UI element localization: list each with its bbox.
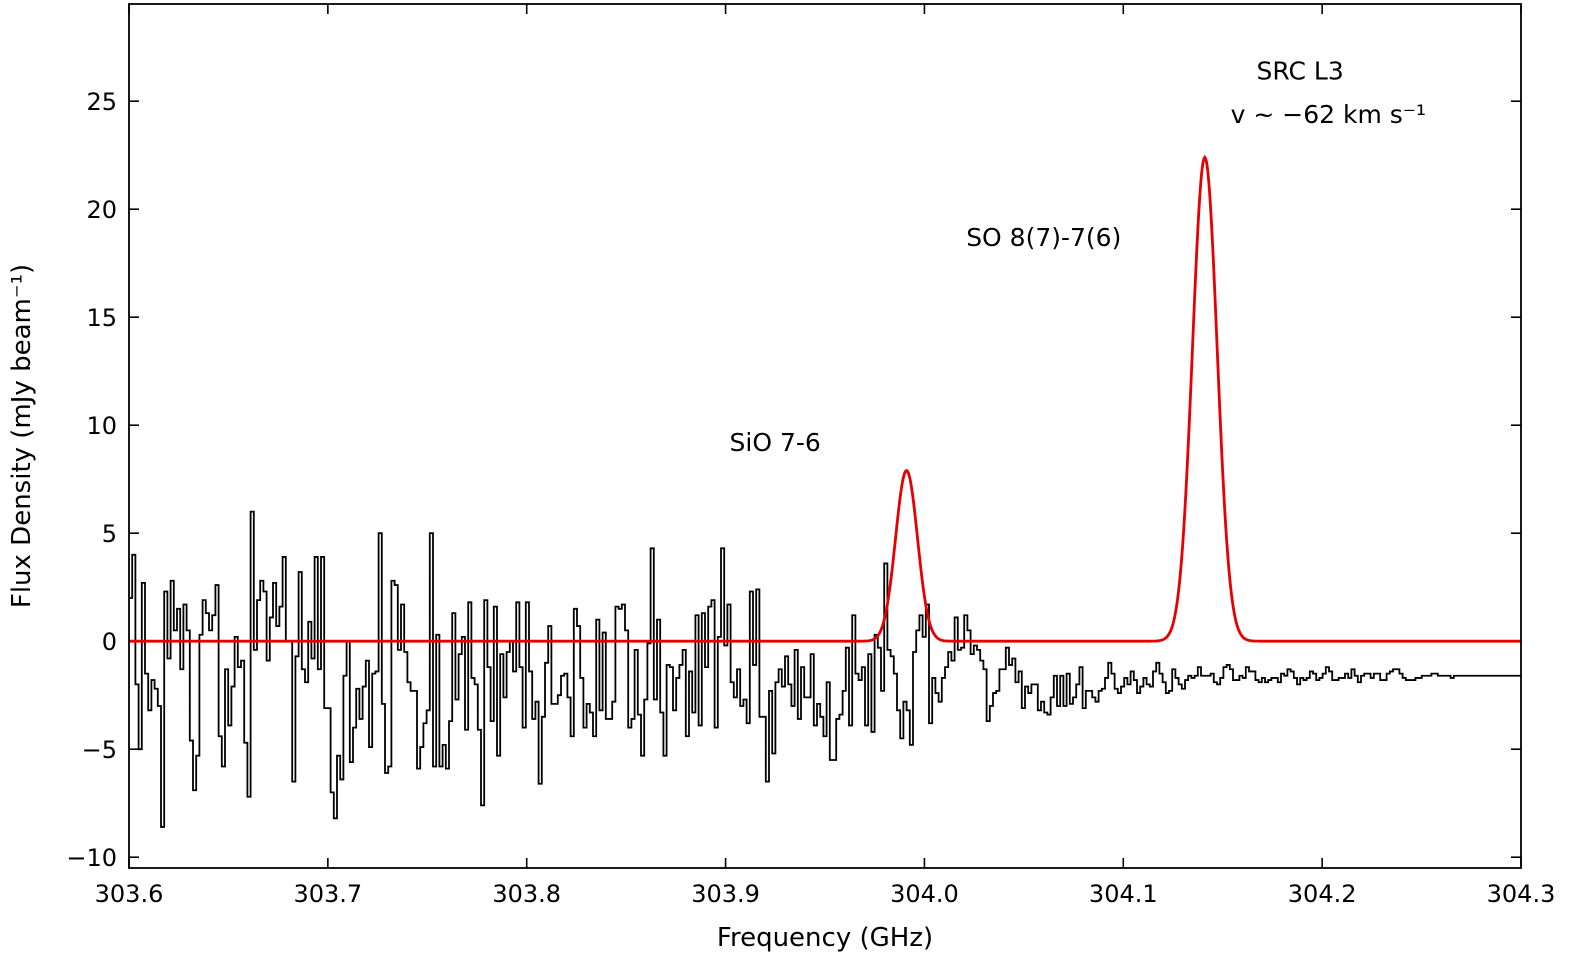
axis-ticks [128, 4, 1522, 868]
y-tick-label: 5 [102, 520, 117, 548]
annotation-sio: SiO 7-6 [730, 428, 821, 457]
x-tick-label: 304.2 [1288, 880, 1357, 908]
plot-area [129, 154, 1521, 828]
y-tick-label: −5 [82, 736, 117, 764]
y-tick-label: 25 [86, 88, 117, 116]
gaussian-fit-line [129, 154, 1521, 643]
line-annotations: SiO 7-6 SO 8(7)-7(6) SRC L3 v ~ −62 km s⁻¹ [730, 57, 1426, 458]
x-tick-label: 303.9 [691, 880, 760, 908]
annotation-velocity: v ~ −62 km s⁻¹ [1231, 100, 1426, 129]
x-tick-label: 304.1 [1089, 880, 1158, 908]
plot-frame [128, 3, 1522, 869]
y-tick-label: 15 [86, 304, 117, 332]
x-tick-label: 304.0 [890, 880, 959, 908]
annotation-so: SO 8(7)-7(6) [966, 223, 1121, 252]
y-tick-label: 10 [86, 412, 117, 440]
annotation-source: SRC L3 [1257, 57, 1344, 86]
y-tick-label: 0 [102, 628, 117, 656]
x-axis-label: Frequency (GHz) [717, 923, 933, 953]
x-tick-label: 304.3 [1487, 880, 1556, 908]
y-tick-label: −10 [66, 844, 117, 872]
x-tick-label: 303.8 [492, 880, 561, 908]
x-tick-label: 303.6 [95, 880, 164, 908]
y-axis-label: Flux Density (mJy beam⁻¹) [7, 264, 37, 608]
spectrum-step-line [129, 510, 1521, 828]
y-tick-label: 20 [86, 196, 117, 224]
axis-tick-labels: 303.6 303.7 303.8 303.9 304.0 304.1 304.2 304.3… [66, 88, 1555, 908]
x-tick-label: 303.7 [293, 880, 362, 908]
